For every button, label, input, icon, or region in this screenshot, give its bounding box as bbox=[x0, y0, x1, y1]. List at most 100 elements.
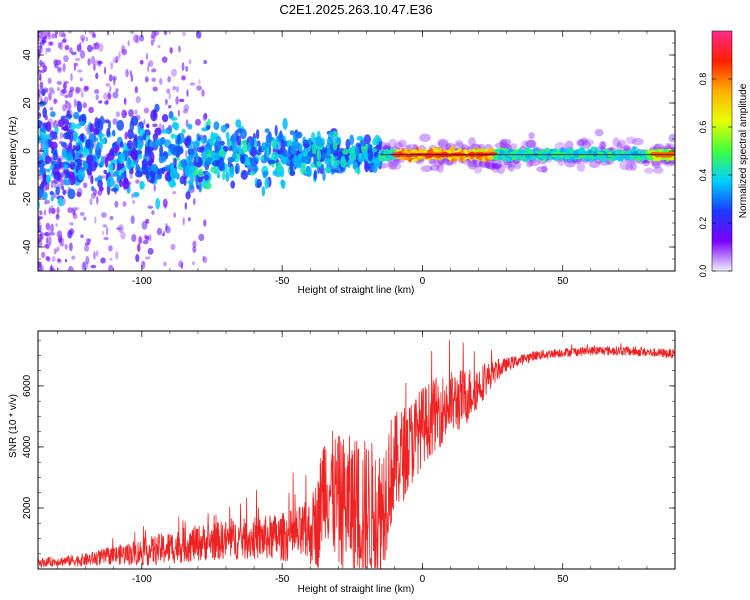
heatmap-cell bbox=[71, 207, 78, 211]
heatmap-cell bbox=[381, 155, 386, 160]
heatmap-cell bbox=[536, 166, 548, 173]
heatmap-cell bbox=[67, 188, 76, 200]
heatmap-cell bbox=[87, 58, 91, 66]
heatmap-cell bbox=[331, 168, 340, 173]
heatmap-cell bbox=[354, 146, 360, 156]
heatmap-cell bbox=[41, 88, 46, 97]
heatmap-cell bbox=[90, 174, 94, 185]
heatmap-cell bbox=[83, 245, 90, 252]
heatmap-cell bbox=[168, 180, 177, 188]
heatmap-cell bbox=[40, 45, 43, 54]
heatmap-cell bbox=[340, 155, 346, 164]
heatmap-cell bbox=[67, 265, 74, 271]
heatmap-cell bbox=[181, 75, 186, 81]
heatmap-cell bbox=[356, 135, 364, 141]
heatmap-cell bbox=[630, 152, 636, 156]
heatmap-cell bbox=[578, 154, 586, 159]
heatmap-cell bbox=[217, 173, 221, 179]
heatmap-cell bbox=[561, 148, 564, 152]
heatmap-cell bbox=[213, 121, 220, 131]
heatmap-cell bbox=[363, 134, 371, 145]
heatmap-cell bbox=[246, 142, 252, 152]
heatmap-cell bbox=[130, 31, 134, 34]
heatmap-cell bbox=[73, 98, 77, 108]
heatmap-cell bbox=[625, 136, 637, 145]
heatmap-cell bbox=[119, 141, 124, 148]
heatmap-cell bbox=[289, 170, 296, 177]
heatmap-cell bbox=[45, 121, 52, 133]
heatmap-cell bbox=[151, 77, 156, 82]
heatmap-cell bbox=[145, 218, 150, 224]
heatmap-cell bbox=[647, 149, 653, 154]
heatmap-cell bbox=[316, 160, 322, 167]
heatmap-cell bbox=[55, 223, 58, 227]
heatmap-cell bbox=[59, 41, 63, 51]
heatmap-cell bbox=[150, 35, 155, 39]
heatmap-cell bbox=[152, 123, 158, 128]
heatmap-cell bbox=[149, 158, 155, 164]
heatmap-cell bbox=[305, 155, 312, 161]
heatmap-cell bbox=[326, 147, 331, 157]
heatmap-cell bbox=[83, 85, 89, 90]
heatmap-cell bbox=[69, 131, 74, 144]
heatmap-cell bbox=[67, 102, 72, 110]
heatmap-cell bbox=[265, 133, 272, 144]
heatmap-cell bbox=[195, 152, 199, 163]
heatmap-cell bbox=[342, 148, 349, 155]
heatmap-cell bbox=[72, 209, 76, 217]
heatmap-cell bbox=[177, 109, 180, 117]
heatmap-cell bbox=[77, 168, 86, 181]
heatmap-cell bbox=[179, 98, 185, 103]
heatmap-cell bbox=[220, 124, 227, 133]
heatmap-cell bbox=[81, 261, 87, 271]
heatmap-cell bbox=[374, 151, 379, 157]
heatmap-cell bbox=[203, 59, 208, 65]
heatmap-cell bbox=[514, 161, 522, 170]
heatmap-cell bbox=[94, 42, 100, 50]
heatmap-cell bbox=[459, 155, 464, 162]
heatmap-cell bbox=[115, 251, 119, 260]
heatmap-cell bbox=[631, 137, 644, 146]
heatmap-cell bbox=[154, 31, 160, 36]
heatmap-cell bbox=[198, 79, 201, 85]
heatmap-cell bbox=[94, 177, 99, 182]
heatmap-cell bbox=[491, 164, 500, 173]
heatmap-cell bbox=[91, 33, 97, 39]
heatmap-cell bbox=[135, 254, 140, 263]
heatmap-cell bbox=[112, 142, 117, 149]
heatmap-cell bbox=[332, 162, 338, 170]
heatmap-cell bbox=[155, 174, 162, 180]
snr-x-tick-label: 50 bbox=[557, 574, 569, 585]
heatmap-cell bbox=[120, 172, 127, 179]
heatmap-cell bbox=[261, 156, 265, 161]
snr-x-axis-label: Height of straight line (km) bbox=[298, 584, 415, 595]
heatmap-cell bbox=[161, 167, 165, 175]
heatmap-cell bbox=[41, 37, 45, 46]
heatmap-cell bbox=[95, 94, 99, 101]
heatmap-cell bbox=[63, 164, 68, 171]
heatmap-cell bbox=[40, 181, 45, 190]
heatmap-cell bbox=[171, 68, 177, 77]
heatmap-cell bbox=[152, 86, 158, 92]
heatmap-cell bbox=[187, 123, 193, 130]
heatmap-cell bbox=[93, 127, 100, 136]
heatmap-cell bbox=[129, 168, 134, 175]
heatmap-cell bbox=[69, 242, 73, 252]
snr-x-tick-label: -100 bbox=[132, 574, 152, 585]
heatmap-cell bbox=[372, 138, 377, 146]
heatmap-cell bbox=[60, 238, 65, 245]
heatmap-cell bbox=[69, 47, 73, 54]
heatmap-cell bbox=[164, 225, 171, 234]
heatmap-cell bbox=[188, 182, 194, 190]
heatmap-cell bbox=[103, 92, 108, 100]
heatmap-cell bbox=[576, 139, 585, 147]
heatmap-cell bbox=[167, 105, 172, 109]
heatmap-cell bbox=[183, 176, 187, 187]
heatmap-cell bbox=[48, 91, 52, 101]
heatmap-cell bbox=[594, 128, 604, 137]
heatmap-cell bbox=[111, 187, 118, 192]
heatmap-cell bbox=[290, 145, 297, 156]
heatmap-cell bbox=[240, 154, 246, 164]
heatmap-cell bbox=[90, 192, 96, 199]
heatmap-cell bbox=[214, 141, 221, 152]
